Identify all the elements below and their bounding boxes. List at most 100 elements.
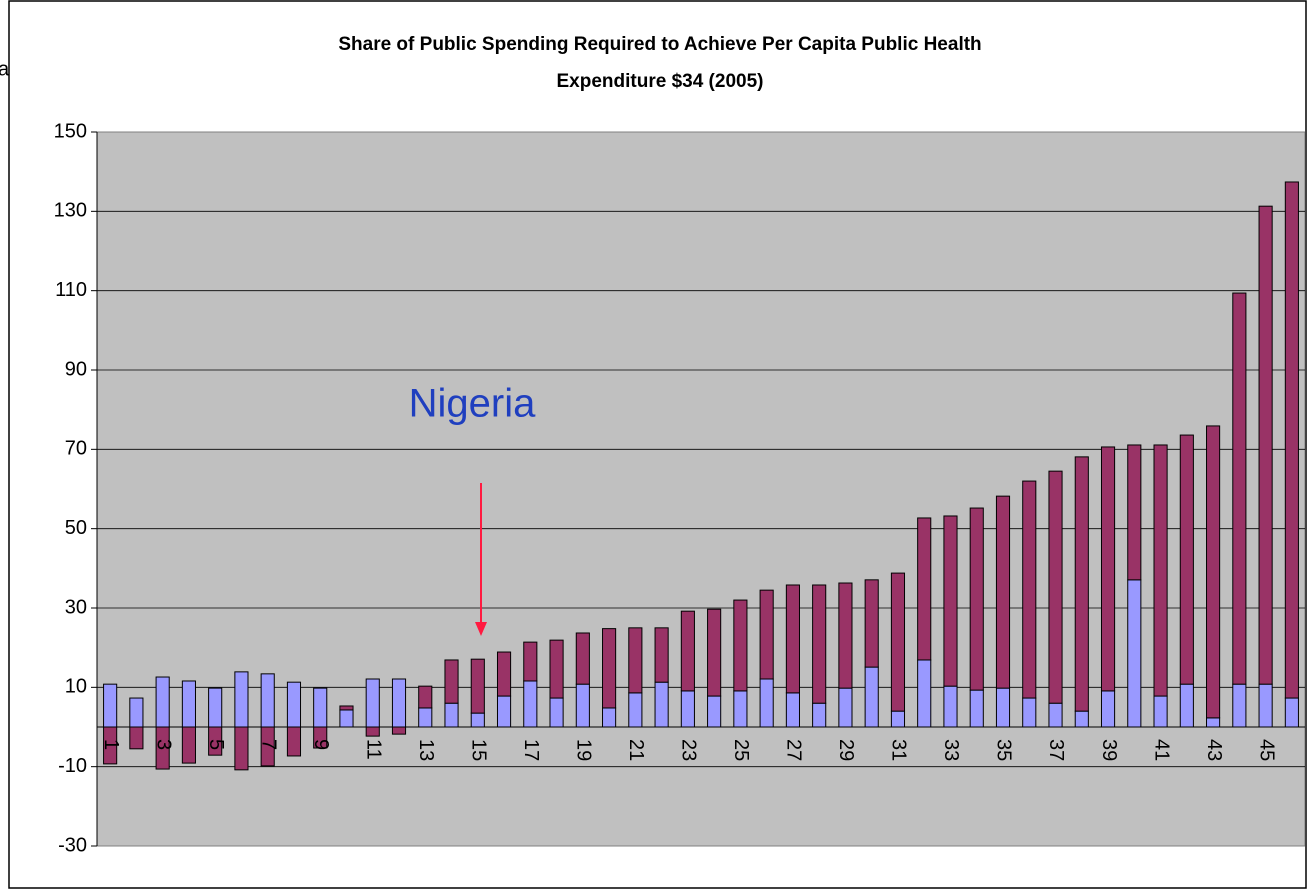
- bar-segment: [1179, 434, 1194, 685]
- bar-segment: [1258, 205, 1273, 685]
- bar-segment: [155, 676, 170, 728]
- bar-segment: [812, 584, 827, 704]
- bar-segment: [864, 666, 879, 728]
- x-tick-label: 19: [573, 739, 595, 761]
- x-tick-label: 45: [1255, 739, 1277, 761]
- bar-segment: [1258, 683, 1273, 728]
- bar-segment: [1153, 695, 1168, 728]
- bar-segment: [339, 709, 354, 728]
- bar-segment: [575, 632, 590, 685]
- bar-segment: [523, 680, 538, 728]
- x-tick-label: 1: [100, 739, 122, 750]
- y-tick-label: 70: [65, 438, 87, 460]
- bar-segment: [286, 681, 302, 728]
- x-tick-label: 13: [415, 739, 437, 761]
- bar-segment: [943, 685, 958, 728]
- y-tick-label: 50: [65, 517, 87, 539]
- chart-title: Share of Public Spending Required to Ach…: [338, 34, 981, 55]
- bar-segment: [1232, 683, 1247, 728]
- x-tick-label: 41: [1150, 739, 1172, 761]
- bar-segment: [785, 692, 800, 728]
- y-tick-label: 110: [55, 279, 87, 301]
- x-tick-label: 9: [310, 739, 332, 750]
- x-tick-label: 27: [783, 739, 805, 761]
- bar-segment: [1022, 480, 1037, 699]
- side-text: a: [0, 58, 10, 80]
- bar-segment: [707, 695, 722, 728]
- bar-segment: [418, 707, 433, 728]
- y-tick-label: 130: [54, 200, 87, 222]
- bar-segment: [365, 678, 380, 728]
- bar-segment: [1048, 702, 1063, 728]
- x-tick-label: 29: [835, 739, 857, 761]
- x-tick-label: 7: [257, 739, 279, 750]
- bar-segment: [707, 608, 722, 697]
- bar-segment: [1206, 717, 1221, 728]
- y-tick-label: -30: [58, 834, 87, 856]
- bar-segment: [1127, 579, 1142, 728]
- bar-segment: [418, 685, 433, 709]
- bar-segment: [234, 671, 249, 728]
- bar-segment: [890, 710, 906, 728]
- x-tick-label: 15: [468, 739, 490, 761]
- bar-segment: [838, 687, 853, 728]
- bar-segment: [260, 673, 275, 728]
- bar-segment: [103, 683, 118, 728]
- bar-segment: [1127, 444, 1142, 581]
- x-tick-label: 33: [940, 739, 962, 761]
- bar-segment: [838, 582, 853, 689]
- x-tick-label: 35: [993, 739, 1015, 761]
- bar-segment: [444, 702, 459, 728]
- bar-segment: [1153, 444, 1168, 697]
- bar-segment: [129, 726, 144, 750]
- bar-segment: [654, 681, 669, 728]
- x-tick-label: 37: [1045, 739, 1067, 761]
- bar-segment: [969, 689, 984, 728]
- x-tick-label: 5: [205, 739, 227, 750]
- bar-segment: [365, 726, 380, 737]
- chart-title: Expenditure $34 (2005): [557, 71, 764, 92]
- bar-segment: [129, 697, 144, 728]
- bar-segment: [181, 680, 196, 728]
- y-tick-label: -10: [58, 755, 87, 777]
- bar-segment: [470, 658, 485, 714]
- bar-segment: [391, 678, 407, 728]
- bar-segment: [890, 572, 906, 712]
- bar-segment: [785, 584, 800, 694]
- bar-segment: [1100, 690, 1116, 728]
- y-tick-label: 10: [65, 676, 87, 698]
- x-tick-label: 39: [1098, 739, 1120, 761]
- bar-segment: [654, 627, 669, 683]
- bar-segment: [1074, 456, 1089, 712]
- x-tick-label: 11: [362, 739, 384, 760]
- bar-segment: [391, 726, 407, 735]
- bar-segment: [917, 517, 932, 661]
- bar-segment: [1232, 292, 1247, 685]
- bar-segment: [286, 726, 302, 757]
- bar-segment: [969, 507, 984, 691]
- bar-segment: [1179, 683, 1194, 728]
- x-tick-label: 43: [1203, 739, 1225, 761]
- x-tick-label: 31: [888, 739, 910, 761]
- bar-segment: [1074, 710, 1089, 728]
- x-tick-label: 21: [625, 739, 647, 761]
- bar-segment: [733, 599, 748, 692]
- bar-segment: [470, 712, 485, 728]
- bar-segment: [208, 687, 223, 728]
- y-tick-label: 150: [54, 120, 87, 142]
- bar-segment: [549, 697, 564, 728]
- y-tick-label: 30: [65, 596, 87, 618]
- bar-segment: [444, 659, 459, 704]
- y-tick-label: 90: [65, 358, 87, 380]
- bar-segment: [628, 627, 643, 694]
- bar-segment: [181, 726, 196, 764]
- arrow-head: [475, 622, 487, 636]
- bar-segment: [995, 495, 1011, 689]
- bar-segment: [864, 579, 879, 668]
- bar-segment: [575, 683, 590, 728]
- bar-segment: [812, 702, 827, 728]
- x-tick-label: 3: [152, 739, 174, 750]
- bar-segment: [1284, 181, 1299, 699]
